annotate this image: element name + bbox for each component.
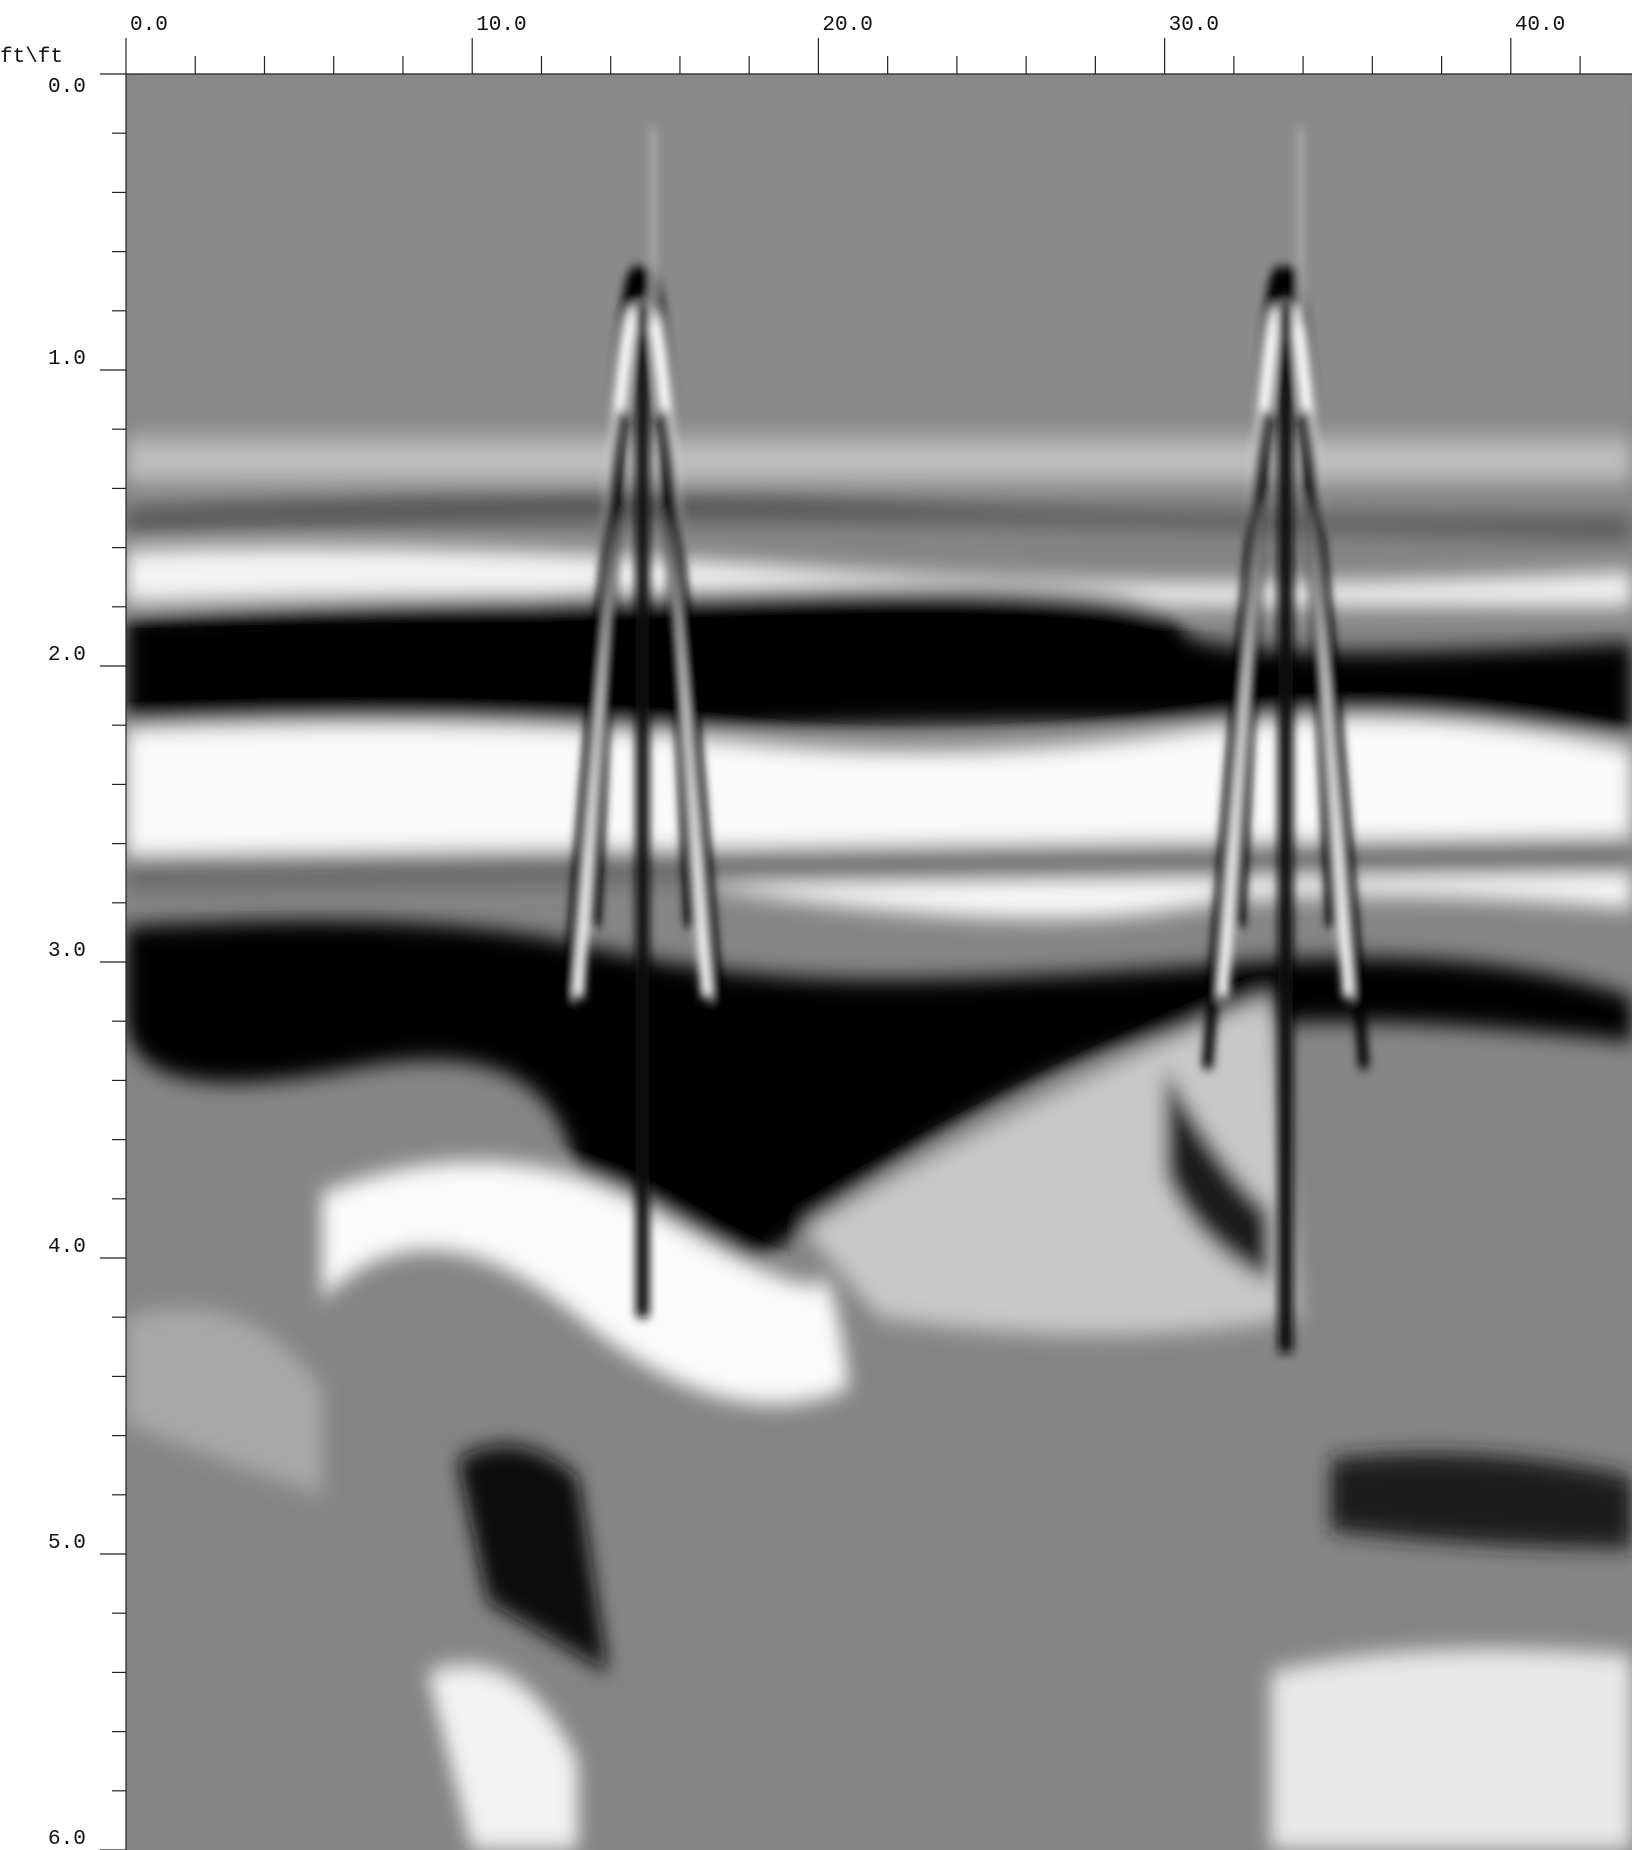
chart: ft\ft 0.0 10.0 20.0 30.0 40.0 0.0 1.0 2.0 3.0 4.0…	[0, 0, 1632, 1850]
x-tick-label: 0.0	[130, 14, 168, 37]
y-tick-label: 5.0	[48, 1532, 86, 1555]
y-tick-label: 6.0	[48, 1828, 86, 1850]
x-tick-label: 10.0	[476, 14, 526, 37]
y-tick-label: 3.0	[48, 940, 86, 963]
x-tick-label: 30.0	[1169, 14, 1219, 37]
scan-texture	[126, 74, 1632, 1850]
y-tick-label: 0.0	[48, 76, 86, 99]
y-tick-label: 2.0	[48, 644, 86, 667]
page: ft\ft 0.0 10.0 20.0 30.0 40.0 0.0 1.0 2.0 3.0 4.0…	[0, 0, 1632, 1850]
scan-image	[126, 74, 1632, 1850]
y-tick-label: 1.0	[48, 348, 86, 371]
x-tick-label: 40.0	[1515, 14, 1565, 37]
y-tick-label: 4.0	[48, 1236, 86, 1259]
x-tick-label: 20.0	[822, 14, 872, 37]
corner-label: ft\ft	[0, 46, 63, 69]
